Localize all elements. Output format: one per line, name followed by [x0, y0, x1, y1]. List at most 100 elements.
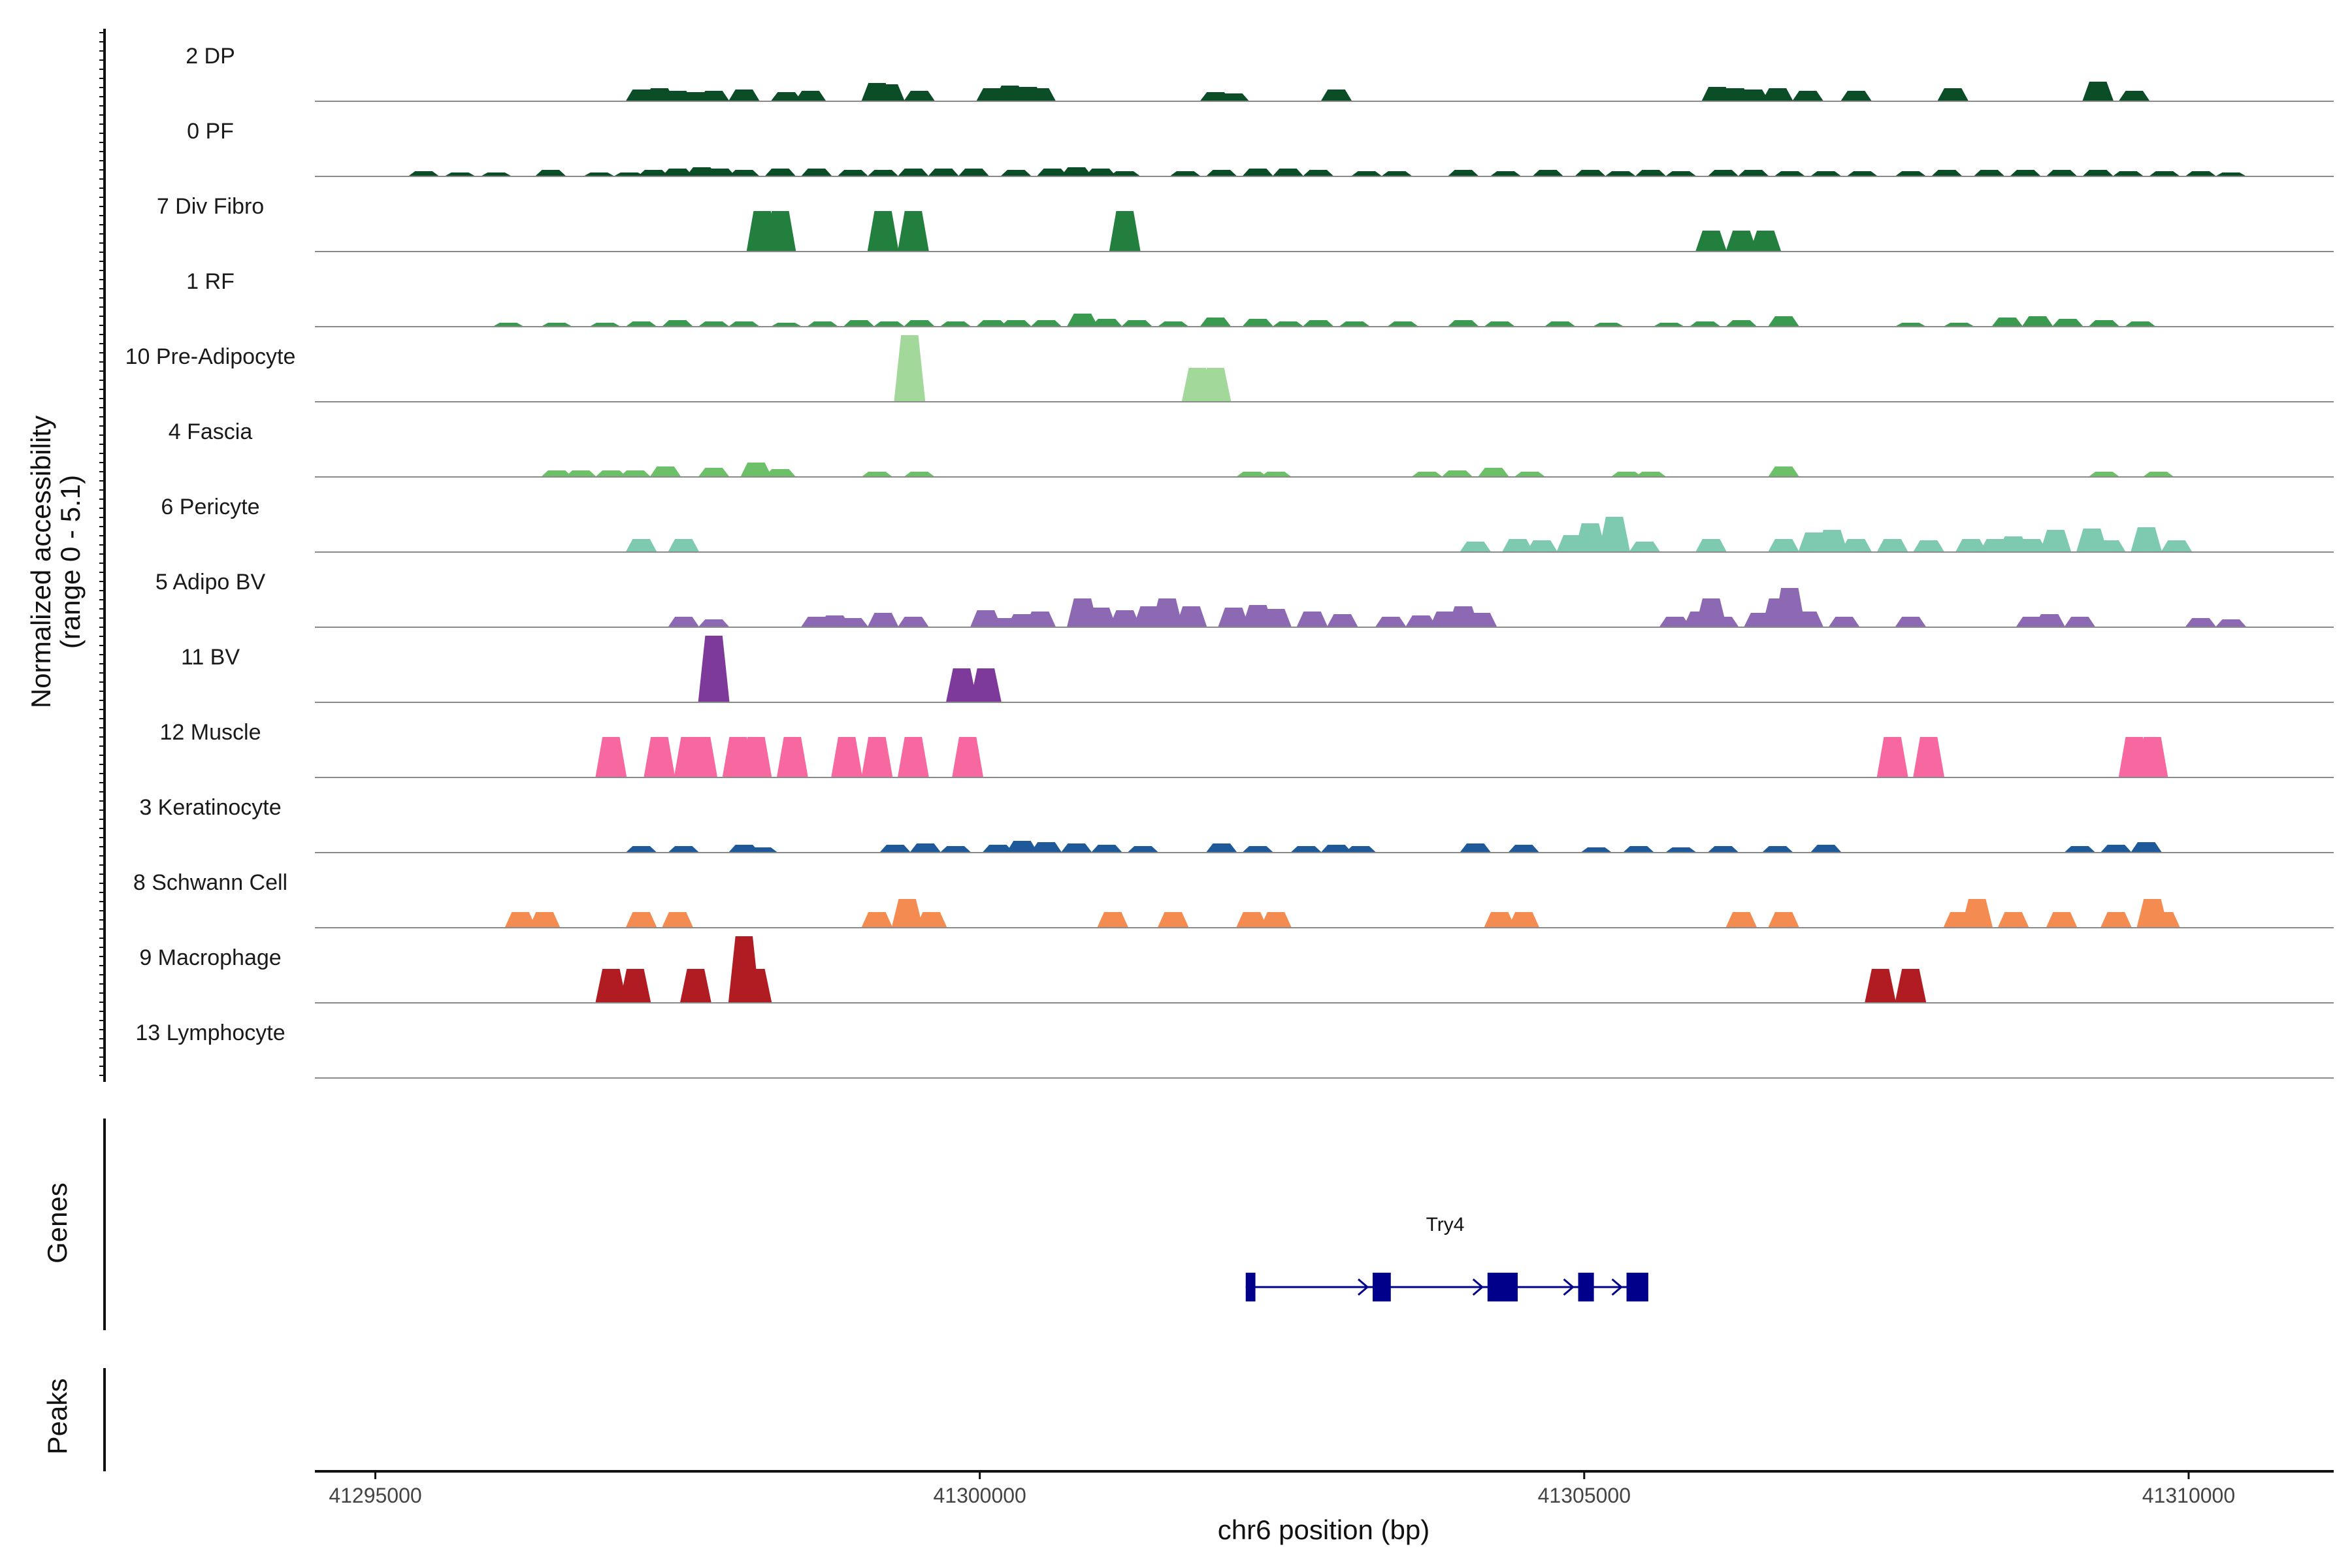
strand-arrow: [1611, 1278, 1623, 1296]
coverage-peak: [1320, 90, 1352, 101]
coverage-peak: [1695, 231, 1727, 252]
coverage-peak: [1865, 969, 1897, 1003]
coverage-peak: [2064, 846, 2096, 853]
coverage-peak: [2016, 539, 2048, 552]
track-label-6-pericyte: 6 Pericyte: [161, 495, 259, 519]
coverage-peak: [2185, 171, 2217, 176]
coverage-peak: [1205, 170, 1237, 176]
coverage-peak: [1955, 539, 1987, 552]
coverage-peak: [1876, 737, 1908, 777]
coverage-peak: [668, 539, 700, 552]
coverage-peak: [1737, 90, 1769, 101]
coverage-peak: [1737, 170, 1769, 176]
coverage-peak: [1242, 169, 1274, 176]
coverage-peak: [1272, 321, 1304, 327]
coverage-peak: [1943, 323, 1975, 327]
coverage-peak: [2124, 321, 2156, 327]
coverage-peak: [1810, 171, 1842, 176]
coverage-peak: [2185, 618, 2217, 627]
coverage-peak: [2161, 540, 2193, 552]
coverage-peak: [746, 847, 778, 853]
coverage-peak: [1484, 321, 1516, 327]
coverage-peak: [1653, 323, 1685, 327]
coverage-peak: [595, 470, 627, 477]
coverage-peak: [1768, 912, 1800, 928]
coverage-peak: [1350, 171, 1382, 176]
coverage-peak: [1302, 320, 1334, 327]
coverage-peak: [1030, 842, 1062, 853]
coverage-peak: [1484, 912, 1516, 928]
coverage-peak: [909, 843, 941, 853]
coverage-peak: [2040, 530, 2072, 552]
coverage-peak: [1937, 88, 1969, 101]
gene-exon: [1487, 1273, 1518, 1301]
track-label-4-fascia: 4 Fascia: [169, 419, 253, 444]
coverage-peak: [1260, 609, 1292, 627]
coverage-peak: [1097, 912, 1129, 928]
coverage-peak: [1599, 517, 1631, 552]
coverage-peak: [1792, 91, 1824, 101]
coverage-peak: [897, 169, 929, 176]
x-tick-label: 41305000: [1538, 1484, 1631, 1507]
coverage-peak: [529, 912, 561, 928]
track-label-11-bv: 11 BV: [181, 645, 240, 670]
coverage-peak: [1508, 845, 1540, 853]
coverage-peak: [1544, 321, 1576, 327]
coverage-peak: [1060, 167, 1092, 176]
coverage-peak: [493, 323, 525, 327]
coverage-peak: [1502, 539, 1534, 552]
coverage-peak: [728, 90, 760, 101]
coverage-peak: [1000, 170, 1032, 176]
coverage-peak: [2148, 912, 2180, 928]
coverage-peak: [861, 737, 893, 777]
track-4-fascia: 4 Fascia: [169, 419, 2334, 478]
coverage-peak: [1623, 846, 1655, 853]
track-0-pf: 0 PF: [187, 119, 2334, 177]
coverage-peak: [770, 323, 802, 327]
coverage-peak: [619, 470, 651, 477]
coverage-peak: [2100, 912, 2132, 928]
coverage-peak: [1816, 530, 1848, 552]
coverage-peak: [1774, 171, 1806, 176]
coverage-peak: [408, 171, 440, 176]
axes: 41295000 41300000 41305000 41310000: [99, 29, 2334, 1507]
coverage-peak: [976, 320, 1008, 327]
peaks-panel-label: Peaks: [42, 1379, 73, 1455]
coverage-peak: [698, 619, 730, 627]
x-axis-title: chr6 position (bp): [1218, 1514, 1430, 1545]
coverage-peak: [1514, 472, 1546, 477]
coverage-peak: [444, 172, 476, 176]
y-axis-title-line-2: (range 0 - 5.1): [55, 475, 86, 649]
coverage-peak: [2142, 472, 2174, 477]
coverage-peak: [897, 617, 929, 627]
coverage-peak: [1381, 171, 1413, 176]
coverage-peak: [1200, 368, 1232, 402]
coverage-peak: [1508, 912, 1540, 928]
coverage-peak: [1345, 846, 1377, 853]
coverage-peak: [1205, 843, 1237, 853]
track-13-lymphocyte: 13 Lymphocyte: [135, 1021, 2334, 1079]
coverage-peak: [1339, 321, 1371, 327]
gene-exon: [1373, 1273, 1391, 1301]
track-6-pericyte: 6 Pericyte: [161, 495, 2334, 553]
genes-panel: Try4: [1245, 1214, 1648, 1301]
track-12-muscle: 12 Muscle: [160, 720, 2334, 778]
coverage-peak: [625, 846, 657, 853]
coverage-peak: [1085, 608, 1117, 627]
coverage-peak: [1157, 321, 1189, 327]
coverage-peak: [1235, 472, 1267, 477]
coverage-peak: [1460, 542, 1492, 552]
coverage-peak: [1792, 612, 1824, 627]
coverage-peak: [1725, 231, 1757, 252]
coverage-peak: [1750, 231, 1782, 252]
coverage-peak: [1169, 171, 1201, 176]
coverage-peak: [1605, 171, 1637, 176]
coverage-peak: [2215, 619, 2247, 627]
coverage-peak: [1768, 316, 1800, 327]
coverage-peak: [1846, 171, 1878, 176]
track-label-2-dp: 2 DP: [186, 44, 235, 69]
coverage-peak: [764, 469, 796, 477]
coverage-peak: [945, 668, 977, 702]
coverage-peak: [698, 468, 730, 477]
